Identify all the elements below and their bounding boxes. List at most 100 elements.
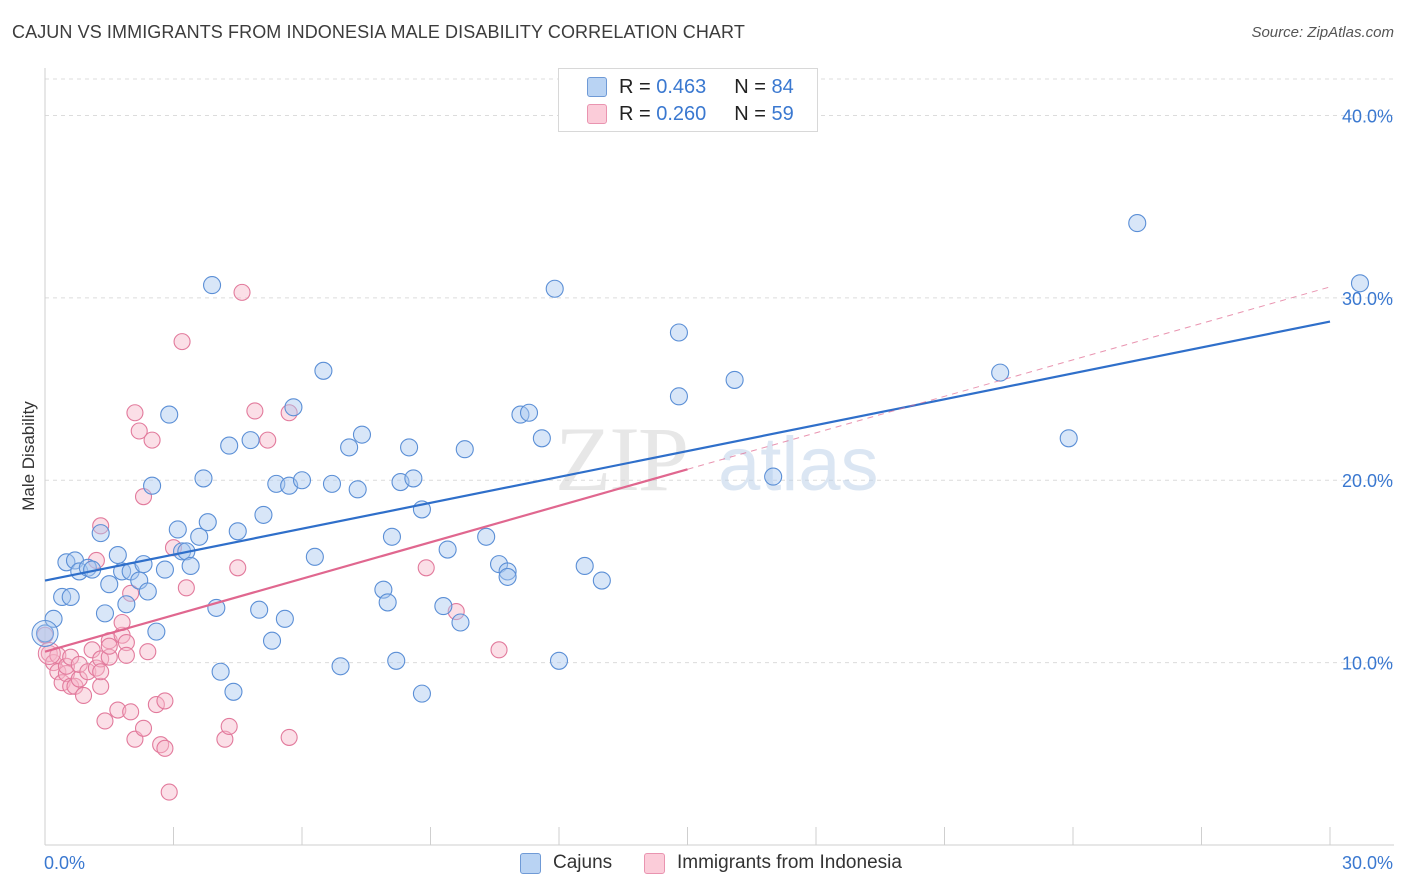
- cajun-point: [575, 556, 594, 576]
- indonesia-point: [57, 665, 75, 683]
- legend-r-value: 0.463: [656, 75, 707, 98]
- cajun-point: [108, 545, 127, 565]
- indonesia-point: [53, 674, 71, 692]
- cajun-point: [549, 651, 569, 670]
- y-tick-label: 40.0%: [1342, 106, 1393, 126]
- indonesia-point: [156, 692, 174, 710]
- cajun-point: [764, 467, 783, 486]
- cajun-point: [91, 524, 110, 543]
- cajun-point: [519, 403, 539, 422]
- y-tick-label: 10.0%: [1342, 654, 1393, 674]
- indonesia-point: [173, 333, 191, 351]
- cajun-point: [378, 593, 397, 612]
- cajun-point: [314, 361, 333, 380]
- cajun-point: [545, 279, 564, 298]
- indonesia-point: [233, 283, 251, 301]
- cajun-point: [1059, 429, 1078, 448]
- watermark: ZIP atlas: [555, 408, 879, 510]
- indonesia-point: [122, 584, 140, 602]
- x-tick-label: 30.0%: [1342, 853, 1393, 873]
- cajun-point: [451, 613, 470, 632]
- cajun-point: [117, 595, 136, 614]
- cajun-point: [155, 560, 174, 579]
- cajun-point: [669, 323, 688, 342]
- cajun-point: [592, 571, 611, 590]
- cajun-point: [250, 600, 269, 619]
- cajun-point: [134, 555, 153, 574]
- legend-swatch-blue: [587, 77, 607, 97]
- cajun-point: [275, 609, 294, 628]
- cajun-point: [669, 387, 688, 406]
- indonesia-point: [160, 783, 178, 801]
- legend-swatch-indonesia: [644, 852, 665, 874]
- indonesia-point: [147, 696, 165, 714]
- cajun-point: [220, 436, 239, 455]
- legend-r-label: R =: [619, 75, 657, 98]
- cajun-point: [100, 575, 119, 594]
- source-label: Source: ZipAtlas.com: [1251, 24, 1394, 41]
- indonesia-point: [229, 559, 247, 577]
- cajun-point: [991, 363, 1010, 382]
- indonesia-point: [70, 655, 88, 673]
- indonesia-point: [122, 703, 140, 721]
- cajun-point: [143, 476, 162, 495]
- cajun-point: [181, 556, 200, 576]
- legend-r-value: 0.260: [656, 102, 707, 125]
- cajun-point: [160, 405, 179, 424]
- cajun-point: [147, 622, 166, 641]
- cajun-point: [322, 474, 342, 493]
- legend-item-cajuns: Cajuns: [520, 852, 612, 874]
- cajun-point: [434, 597, 453, 616]
- indonesia-point: [49, 663, 67, 681]
- cajun-point: [404, 469, 423, 488]
- cajun-point: [138, 582, 157, 601]
- cajun-point: [190, 527, 209, 546]
- cajun-point: [168, 520, 187, 539]
- cajun-point: [725, 370, 744, 389]
- cajun-point: [1350, 274, 1370, 293]
- cajun-point: [254, 505, 273, 524]
- cajun-point: [331, 657, 350, 676]
- cajun-point: [44, 609, 63, 628]
- legend-swatch-cajuns: [520, 852, 541, 874]
- indonesia-point: [126, 404, 144, 422]
- indonesia-point: [100, 637, 118, 655]
- series-legend: Cajuns Immigrants from Indonesia: [0, 852, 1406, 878]
- cajun-point: [438, 540, 457, 559]
- indonesia-point: [143, 431, 161, 449]
- indonesia-point: [62, 648, 80, 666]
- cajun-point: [498, 567, 517, 586]
- cajun-point: [387, 651, 406, 670]
- watermark-zip: ZIP: [555, 408, 687, 510]
- cajun-point: [198, 513, 217, 532]
- indonesia-point: [220, 717, 238, 736]
- cajun-cluster-point: [31, 619, 59, 647]
- legend-n-value: 59: [771, 102, 794, 125]
- watermark-atlas: atlas: [718, 422, 879, 507]
- indonesia-point: [259, 431, 277, 449]
- x-tick-label: 0.0%: [44, 853, 85, 873]
- cajun-point: [348, 480, 367, 499]
- cajun-point: [1128, 214, 1147, 233]
- cajun-point: [292, 471, 312, 490]
- indonesia-point: [156, 739, 174, 757]
- cajun-point: [228, 522, 247, 541]
- indonesia-point: [92, 650, 110, 668]
- cajun-point: [455, 440, 474, 459]
- cajun-point: [340, 438, 359, 457]
- cajun-point: [211, 662, 230, 681]
- cajun-point: [352, 425, 372, 444]
- cajun-point: [305, 547, 324, 566]
- legend-swatch-pink: [587, 104, 607, 124]
- legend-n-value: 84: [771, 75, 794, 98]
- indonesia-point: [130, 422, 148, 440]
- cajun-point: [241, 431, 260, 450]
- tick-labels: 10.0% 20.0% 30.0% 40.0% 0.0% 30.0%: [44, 106, 1393, 873]
- indonesia-point: [92, 663, 110, 681]
- indonesia-point: [417, 559, 435, 577]
- cajun-point: [262, 631, 282, 650]
- cajun-point: [382, 527, 402, 546]
- grid-lines: [45, 78, 1394, 664]
- indonesia-point: [57, 657, 75, 675]
- indonesia-trend-extension: [687, 286, 1331, 470]
